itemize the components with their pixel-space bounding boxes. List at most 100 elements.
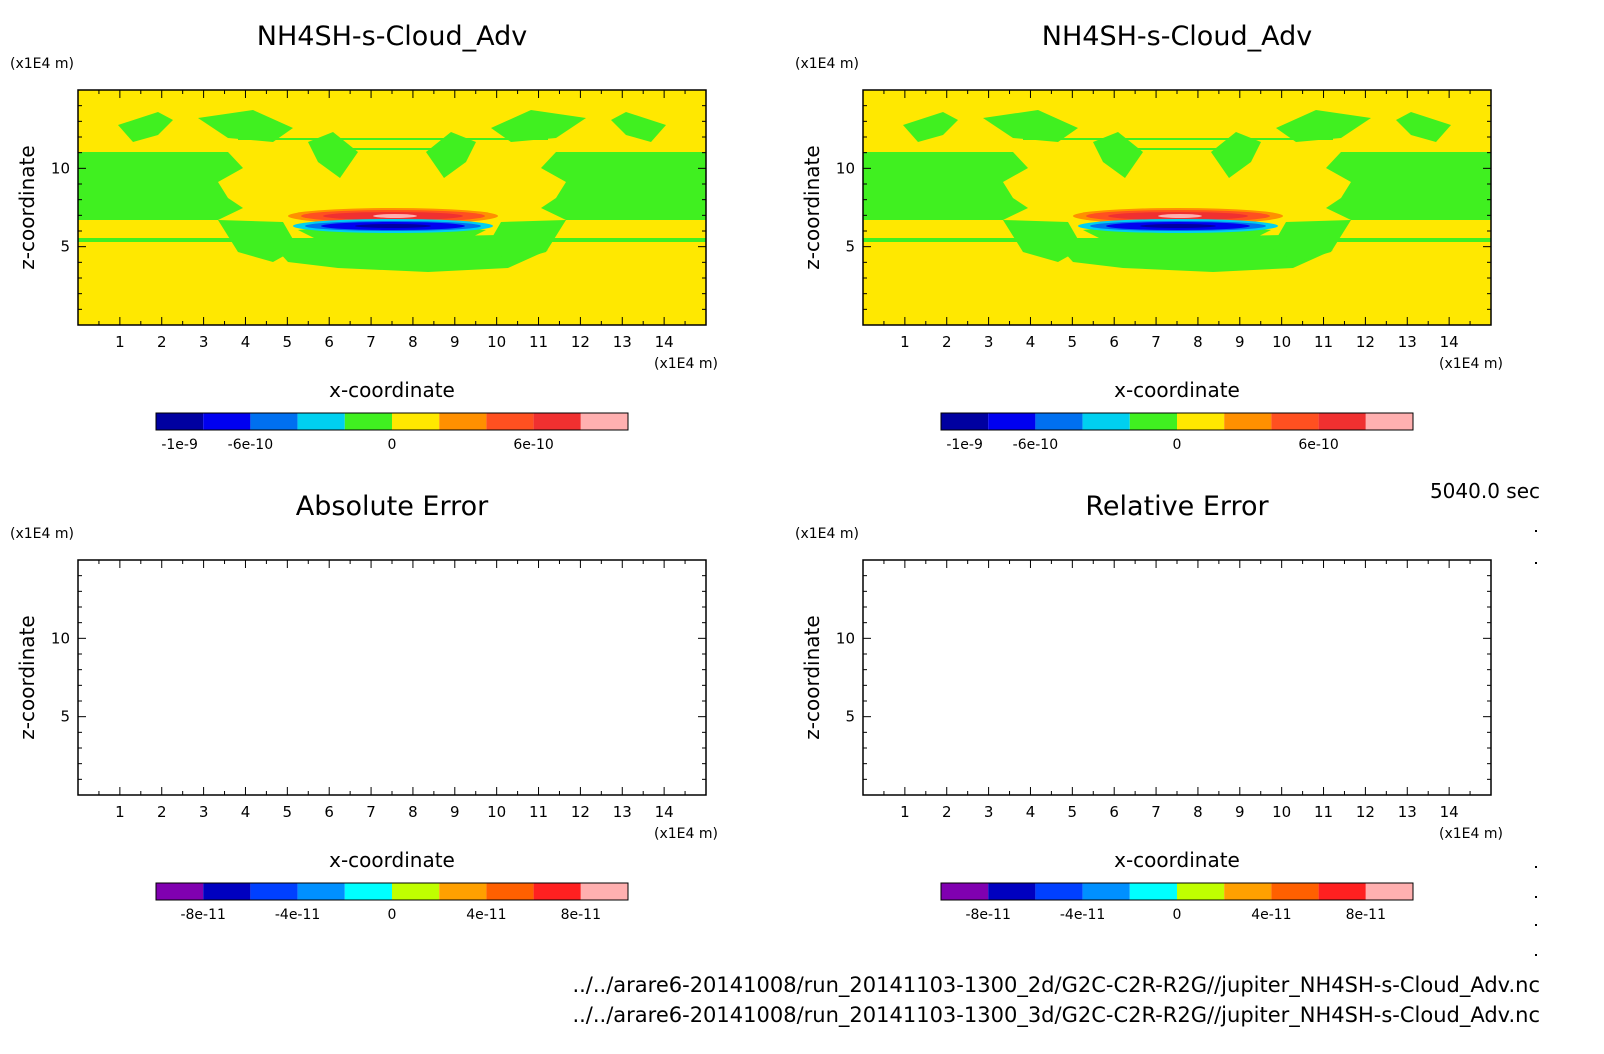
colorbar-swatch	[392, 883, 440, 900]
x-tick-label: 7	[366, 803, 376, 821]
x-tick-label: 13	[1398, 803, 1417, 821]
cloud-region-11	[1211, 132, 1261, 178]
colorbar-label: 4e-11	[1251, 907, 1291, 923]
cloud-region-2	[118, 112, 173, 142]
cloud-pattern	[78, 110, 706, 272]
y-tick-label: 10	[836, 629, 855, 647]
colorbar-label: 8e-11	[1346, 907, 1386, 923]
x-ticks	[98, 560, 686, 795]
colorbar-swatch	[1035, 883, 1083, 900]
colorbar-swatch	[392, 413, 440, 430]
colorbar-swatch	[1318, 413, 1366, 430]
cloud-region-1	[863, 152, 1028, 220]
x-tick-label: 10	[487, 333, 506, 351]
colorbar-swatch	[1082, 413, 1130, 430]
cloud-region-9	[611, 112, 666, 142]
source-file-3d: ../../arare6-20141008/run_20141103-1300_…	[572, 1003, 1540, 1028]
plot-frame	[77, 559, 707, 796]
y-tick-label: 5	[845, 238, 855, 256]
y-axis-label: z-coordinate	[800, 615, 824, 739]
x-tick-label: 13	[1398, 333, 1417, 351]
colorbar-swatch	[941, 883, 989, 900]
colorbar-swatch	[250, 883, 298, 900]
x-unit-label: (x1E4 m)	[1439, 826, 1503, 842]
cloud-region-9	[1396, 112, 1451, 142]
time-label: 5040.0 sec	[1430, 479, 1540, 503]
y-unit-label: (x1E4 m)	[10, 526, 74, 542]
colorbar-swatch	[1129, 413, 1177, 430]
cloud-region-10	[1276, 110, 1371, 142]
x-tick-label: 14	[655, 333, 674, 351]
x-tick-label: 1	[115, 333, 125, 351]
cloud-region-3	[198, 110, 293, 142]
x-tick-label: 3	[199, 803, 209, 821]
chart-panel-3: Absolute Error(x1E4 m)(x1E4 m)1 2 3 4 5 6 7 8 9 1…	[10, 491, 718, 923]
x-tick-label: 8	[408, 333, 418, 351]
y-unit-label: (x1E4 m)	[10, 56, 74, 72]
colorbar-swatch	[156, 883, 204, 900]
y-tick-label: 5	[60, 238, 70, 256]
cloud-region-16	[1133, 148, 1253, 150]
source-file-2d: ../../arare6-20141008/run_20141103-1300_…	[572, 973, 1540, 998]
x-tick-label: 2	[157, 333, 167, 351]
x-tick-label: 11	[1314, 803, 1333, 821]
colorbar-swatch	[1082, 883, 1130, 900]
colorbar-swatch	[1365, 883, 1413, 900]
colorbar-swatch	[439, 883, 487, 900]
cloud-region-7	[1053, 235, 1333, 272]
chart-title: Absolute Error	[296, 491, 489, 522]
x-tick-label: 5	[1068, 803, 1078, 821]
cloud-region-7	[268, 235, 548, 272]
y-ticks	[78, 575, 706, 780]
x-tick-label: 12	[1356, 333, 1375, 351]
colorbar-swatch	[297, 883, 345, 900]
x-tick-label: 14	[1440, 803, 1459, 821]
x-tick-label: 1	[900, 333, 910, 351]
x-tick-label: 8	[1193, 803, 1203, 821]
y-ticks	[863, 575, 1491, 780]
x-tick-label: 5	[283, 333, 293, 351]
colorbar-swatch	[486, 883, 534, 900]
colorbar-swatch	[1035, 413, 1083, 430]
colorbar-label: -1e-9	[161, 437, 198, 453]
y-ticks	[863, 105, 1491, 310]
cloud-region-8	[1326, 152, 1491, 220]
x-tick-label: 2	[942, 333, 952, 351]
cloud-region-15	[238, 138, 548, 140]
x-tick-label: 10	[1272, 333, 1291, 351]
anomaly-band-8	[355, 224, 431, 228]
colorbar-label: -6e-10	[228, 437, 273, 453]
x-axis-label: x-coordinate	[329, 848, 455, 872]
cloud-region-10	[491, 110, 586, 142]
cloud-region-16	[348, 148, 468, 150]
cloud-region-14	[863, 238, 1491, 242]
x-tick-label: 5	[1068, 333, 1078, 351]
x-tick-label: 4	[1026, 333, 1036, 351]
colorbar-label: -1e-9	[946, 437, 983, 453]
x-tick-label: 12	[1356, 803, 1375, 821]
cloud-region-4	[308, 132, 358, 178]
y-tick-label: 5	[845, 708, 855, 726]
x-tick-label: 8	[408, 803, 418, 821]
colorbar-label: 4e-11	[466, 907, 506, 923]
colorbar-label: 8e-11	[561, 907, 601, 923]
chart-panel-4: Relative Error(x1E4 m)(x1E4 m)1 2 3 4 5 6 7 8 9 1…	[795, 491, 1503, 923]
chart-title: Relative Error	[1085, 491, 1269, 522]
colorbar-swatch	[344, 883, 392, 900]
y-tick-label: 10	[51, 159, 70, 177]
x-tick-label: 1	[115, 803, 125, 821]
colorbar-label: 6e-10	[513, 437, 553, 453]
x-tick-label: 10	[487, 803, 506, 821]
x-tick-label: 3	[984, 803, 994, 821]
chart-panel-1: NH4SH-s-Cloud_Adv(x1E4 m)(x1E4 m)1 2 3 4 5 6 7…	[10, 21, 718, 453]
colorbar-frame	[155, 882, 629, 901]
x-tick-label: 13	[613, 333, 632, 351]
x-tick-label: 6	[1109, 803, 1119, 821]
y-ticks	[78, 105, 706, 310]
y-tick-label: 10	[51, 629, 70, 647]
colorbar-swatch	[439, 413, 487, 430]
x-tick-label: 8	[1193, 333, 1203, 351]
colorbar-frame	[155, 412, 629, 431]
colorbar-swatch	[988, 883, 1036, 900]
colorbar-swatch	[156, 413, 204, 430]
